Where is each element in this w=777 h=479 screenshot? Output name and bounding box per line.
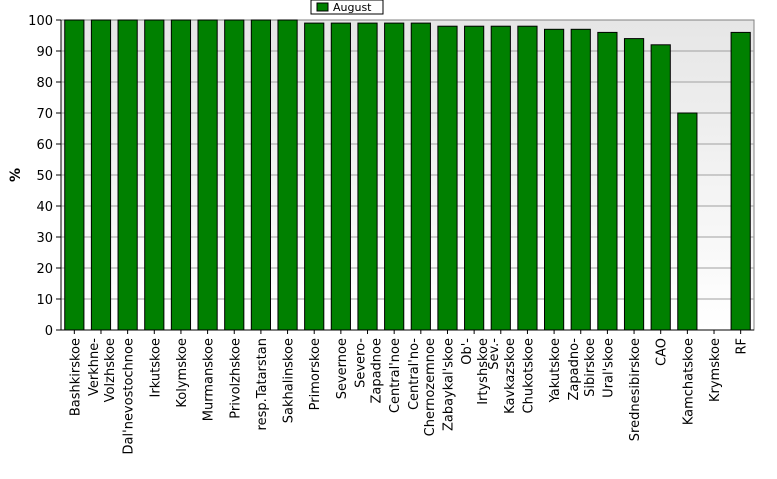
legend-box: [310, 0, 384, 15]
x-tick-label: Severo-: [354, 338, 369, 388]
x-tick-label: Verkhne-: [87, 338, 102, 396]
y-tick-label: 100: [28, 14, 53, 29]
bar: [623, 38, 645, 331]
y-tick-label: 50: [36, 169, 53, 184]
x-tick-label: Krymskoe: [708, 338, 723, 402]
bar: [197, 19, 218, 331]
bar: [650, 44, 671, 331]
bar: [250, 19, 271, 331]
x-tick-label: Sakhalinskoe: [282, 338, 297, 423]
legend-label: August: [333, 1, 372, 14]
x-tick-label: Sev.-: [487, 338, 502, 370]
x-tick-label: RF: [735, 338, 750, 355]
bar: [330, 22, 351, 331]
bar: [170, 19, 192, 331]
x-tick-label: Ob'-: [460, 338, 475, 365]
legend: August: [310, 0, 384, 15]
x-tick-label: Chernozemnoe: [423, 338, 438, 436]
x-tick-label: Kolymskoe: [175, 338, 190, 408]
x-tick-label: Irkutskoe: [148, 338, 163, 397]
x-tick-label: Kamchatskoe: [681, 338, 696, 425]
y-tick-label: 10: [36, 293, 53, 308]
legend-swatch: [316, 2, 329, 12]
bar: [304, 22, 325, 331]
x-tick-label: Sibirskoe: [583, 338, 598, 397]
x-tick-label: Ural'skoe: [601, 338, 616, 398]
y-tick-label: 60: [36, 138, 53, 153]
x-tick-label: Bashkirskoe: [68, 338, 83, 416]
bar: [90, 19, 112, 331]
bar: [384, 22, 405, 331]
x-tick-label: Yakutskoe: [548, 338, 563, 403]
x-tick-label: Central'no-: [407, 338, 422, 410]
x-tick-label: Primorskoe: [308, 338, 323, 410]
y-tick-label: 70: [36, 107, 53, 122]
bar: [730, 31, 751, 331]
bar: [544, 28, 565, 331]
bar: [464, 25, 485, 331]
x-tick-label: Murmanskoe: [202, 338, 217, 421]
x-tick-label: Severnoe: [335, 338, 350, 399]
x-tick-label: Irtyshskoe: [476, 338, 491, 405]
bar: [277, 19, 298, 331]
bar: [597, 31, 618, 331]
bar: [517, 25, 538, 331]
bar: [490, 25, 511, 331]
bar: [64, 19, 85, 331]
x-tick-label: Srednesibirskoe: [628, 338, 643, 441]
x-tick-label: Dal'nevostochnoe: [122, 338, 137, 454]
x-tick-label: Zabaykal'skoe: [441, 338, 456, 431]
x-tick-label: CAO: [655, 338, 670, 366]
bar: [117, 19, 138, 331]
y-tick-label: 0: [45, 324, 53, 339]
y-axis-label: %: [8, 168, 24, 182]
y-tick-label: 30: [36, 231, 53, 246]
y-tick-label: 80: [36, 76, 53, 91]
y-tick-label: 40: [36, 200, 53, 215]
x-tick-label: Zapadnoe: [370, 338, 385, 404]
x-axis-labels: Bashkirskoe Verkhne- Volzhskoe Dal'nevostoc…: [68, 330, 750, 454]
y-tick-label: 20: [36, 262, 53, 277]
y-tick-label: 90: [36, 45, 53, 60]
bar: [410, 22, 431, 331]
x-tick-label: Chukotskoe: [521, 338, 536, 413]
bar: [224, 19, 245, 331]
x-tick-label: Central'noe: [388, 338, 403, 413]
bar: [437, 25, 458, 331]
bars: [64, 19, 751, 331]
bar: [357, 22, 378, 331]
bar: [570, 28, 591, 331]
bar: [677, 112, 698, 331]
x-tick-label: resp.Tatarstan: [255, 338, 270, 430]
x-tick-label: Privolzhskoe: [228, 338, 243, 419]
y-axis-ticks: 0 10 20 30 40 50 60 70 80 90 100: [28, 14, 61, 339]
x-tick-label: Zapadno-: [567, 338, 582, 401]
bar: [144, 19, 165, 331]
x-tick-label: Volzhskoe: [103, 338, 118, 402]
x-tick-label: Kavkazskoe: [503, 338, 518, 414]
